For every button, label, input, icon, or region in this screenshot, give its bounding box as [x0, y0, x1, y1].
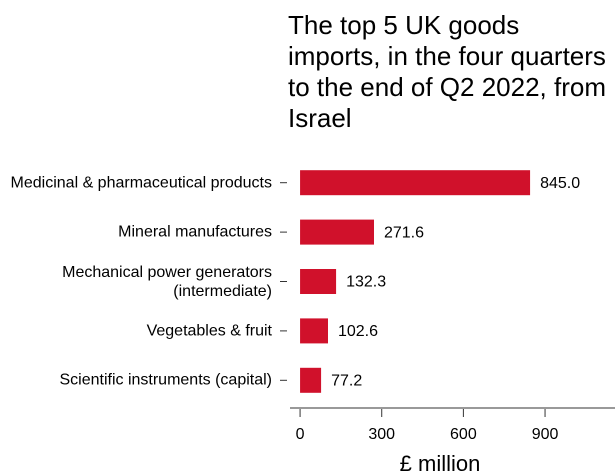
value-label: 845.0: [540, 175, 580, 192]
bar: [300, 170, 531, 196]
x-axis-title: £ million: [400, 451, 481, 474]
value-label: 132.3: [346, 274, 386, 291]
y-tick-label: Mechanical power generators (intermediat…: [62, 263, 272, 300]
bar: [300, 367, 322, 393]
value-label: 77.2: [331, 373, 362, 390]
y-tick-label: Scientific instruments (capital): [59, 371, 272, 389]
y-tick-label: Mineral manufactures: [118, 223, 272, 241]
x-tick-label: 0: [296, 426, 305, 443]
value-label: 271.6: [384, 224, 424, 241]
bar: [300, 269, 337, 294]
y-tick-label: Vegetables & fruit: [146, 322, 272, 340]
value-label: 102.6: [338, 323, 378, 340]
x-tick-label: 900: [532, 426, 559, 443]
x-tick-label: 300: [368, 426, 395, 443]
bar: [300, 219, 374, 245]
y-tick-label: Medicinal & pharmaceutical products: [10, 174, 272, 192]
chart-title: The top 5 UK goods imports, in the four …: [288, 10, 606, 133]
x-tick-label: 600: [450, 426, 477, 443]
bar: [300, 318, 328, 344]
